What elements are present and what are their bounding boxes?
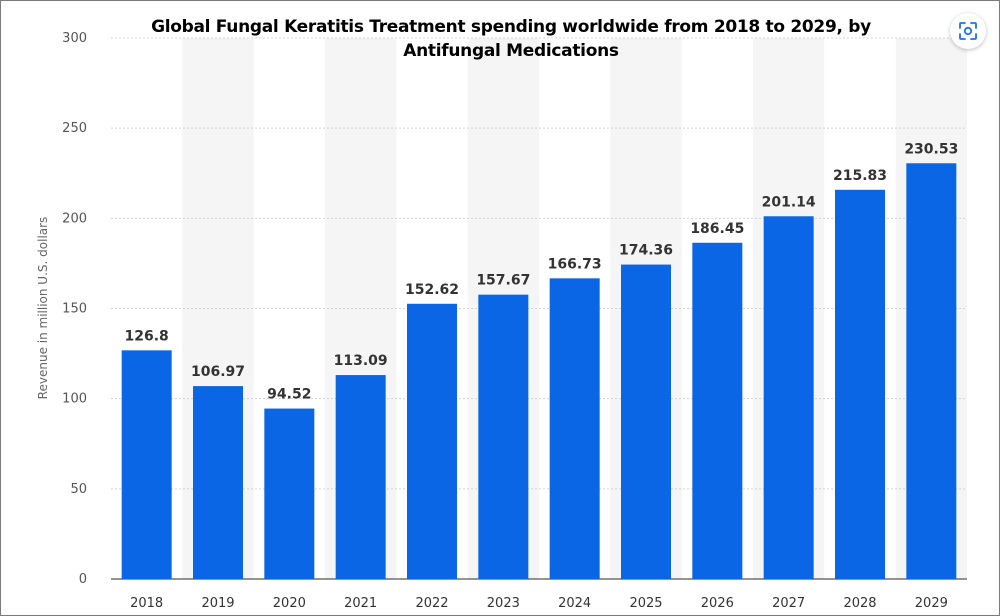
bar[interactable] — [763, 216, 814, 579]
y-tick-label: 50 — [70, 482, 87, 497]
x-tick-label: 2019 — [201, 596, 234, 611]
y-tick-label: 300 — [62, 31, 87, 46]
x-tick-label: 2028 — [843, 596, 876, 611]
y-axis-title: Revenue in million U.S. dollars — [36, 217, 50, 400]
x-tick-label: 2022 — [415, 596, 448, 611]
data-label: 126.8 — [125, 328, 169, 344]
x-tick-label: 2029 — [915, 596, 948, 611]
x-tick-label: 2025 — [629, 596, 662, 611]
bar[interactable] — [335, 375, 386, 579]
y-tick-label: 250 — [62, 121, 87, 136]
bars — [121, 163, 957, 579]
x-tick-label: 2020 — [273, 596, 306, 611]
bar[interactable] — [549, 278, 600, 579]
x-tick-label: 2021 — [344, 596, 377, 611]
x-tick-label: 2026 — [701, 596, 734, 611]
bar[interactable] — [906, 163, 957, 579]
x-tick-label: 2024 — [558, 596, 591, 611]
data-label: 152.62 — [405, 282, 459, 298]
data-label: 166.73 — [548, 256, 602, 272]
y-tick-label: 150 — [62, 302, 87, 317]
y-axis-ticks: 0 50 100 150 200 250 300 — [62, 31, 87, 587]
x-tick-label: 2018 — [130, 596, 163, 611]
data-label: 113.09 — [334, 353, 388, 369]
y-tick-label: 100 — [62, 392, 87, 407]
x-tick-label: 2027 — [772, 596, 805, 611]
bar[interactable] — [478, 294, 529, 579]
gridlines — [111, 37, 967, 580]
bar[interactable] — [621, 264, 671, 579]
x-tick-label: 2023 — [487, 596, 520, 611]
data-label: 106.97 — [191, 364, 245, 380]
y-tick-label: 0 — [79, 572, 87, 587]
y-tick-label: 200 — [62, 211, 87, 226]
x-axis-ticks: 2018 2019 2020 2021 2022 2023 2024 2025 2026 2027… — [130, 596, 948, 611]
bar[interactable] — [264, 408, 315, 579]
bar[interactable] — [121, 350, 172, 579]
expand-button[interactable] — [950, 13, 986, 49]
data-label: 186.45 — [690, 221, 744, 237]
data-label: 174.36 — [619, 243, 673, 259]
data-label: 94.52 — [267, 387, 311, 403]
bar[interactable] — [692, 242, 743, 579]
bar[interactable] — [835, 189, 885, 579]
data-label: 157.67 — [476, 273, 530, 289]
data-label: 201.14 — [762, 194, 816, 210]
bar[interactable] — [193, 386, 243, 579]
data-labels: 126.8 106.97 94.52 113.09 152.62 157.67 166.73… — [125, 141, 959, 402]
chart-title: Global Fungal Keratitis Treatment spendi… — [151, 17, 871, 61]
data-label: 230.53 — [904, 141, 958, 157]
expand-icon — [959, 22, 977, 40]
data-label: 215.83 — [833, 168, 887, 184]
bar[interactable] — [407, 303, 457, 579]
